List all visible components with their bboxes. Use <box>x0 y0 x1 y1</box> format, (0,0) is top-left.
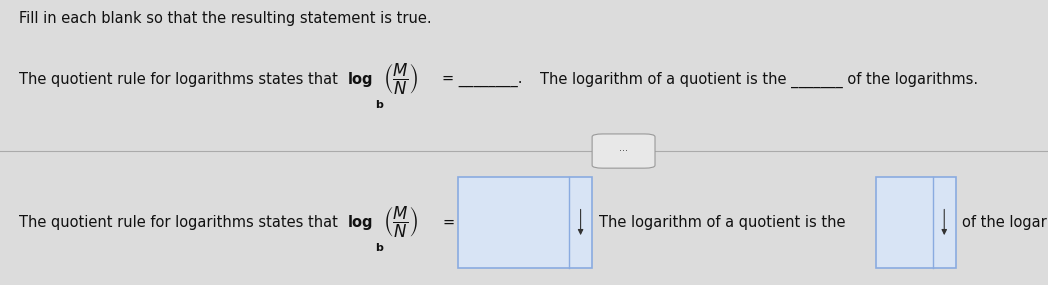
Text: The quotient rule for logarithms states that: The quotient rule for logarithms states … <box>19 215 343 230</box>
Text: log: log <box>348 215 373 230</box>
Text: Fill in each blank so that the resulting statement is true.: Fill in each blank so that the resulting… <box>19 11 432 27</box>
Text: b: b <box>375 243 384 253</box>
Text: $\left(\dfrac{M}{N}\right)$: $\left(\dfrac{M}{N}\right)$ <box>383 205 418 240</box>
Text: ···: ··· <box>619 146 628 156</box>
Text: The quotient rule for logarithms states that: The quotient rule for logarithms states … <box>19 72 343 87</box>
Text: of the logarithms.: of the logarithms. <box>962 215 1048 230</box>
Bar <box>458 177 592 268</box>
FancyBboxPatch shape <box>592 134 655 168</box>
Text: b: b <box>375 100 384 111</box>
Text: The logarithm of a quotient is the: The logarithm of a quotient is the <box>599 215 846 230</box>
Text: =: = <box>442 215 455 230</box>
Text: The logarithm of a quotient is the _______ of the logarithms.: The logarithm of a quotient is the _____… <box>540 72 978 88</box>
Text: $\left(\dfrac{M}{N}\right)$: $\left(\dfrac{M}{N}\right)$ <box>383 62 418 97</box>
Bar <box>876 177 956 268</box>
Text: = ________.: = ________. <box>442 72 523 87</box>
Text: log: log <box>348 72 373 87</box>
